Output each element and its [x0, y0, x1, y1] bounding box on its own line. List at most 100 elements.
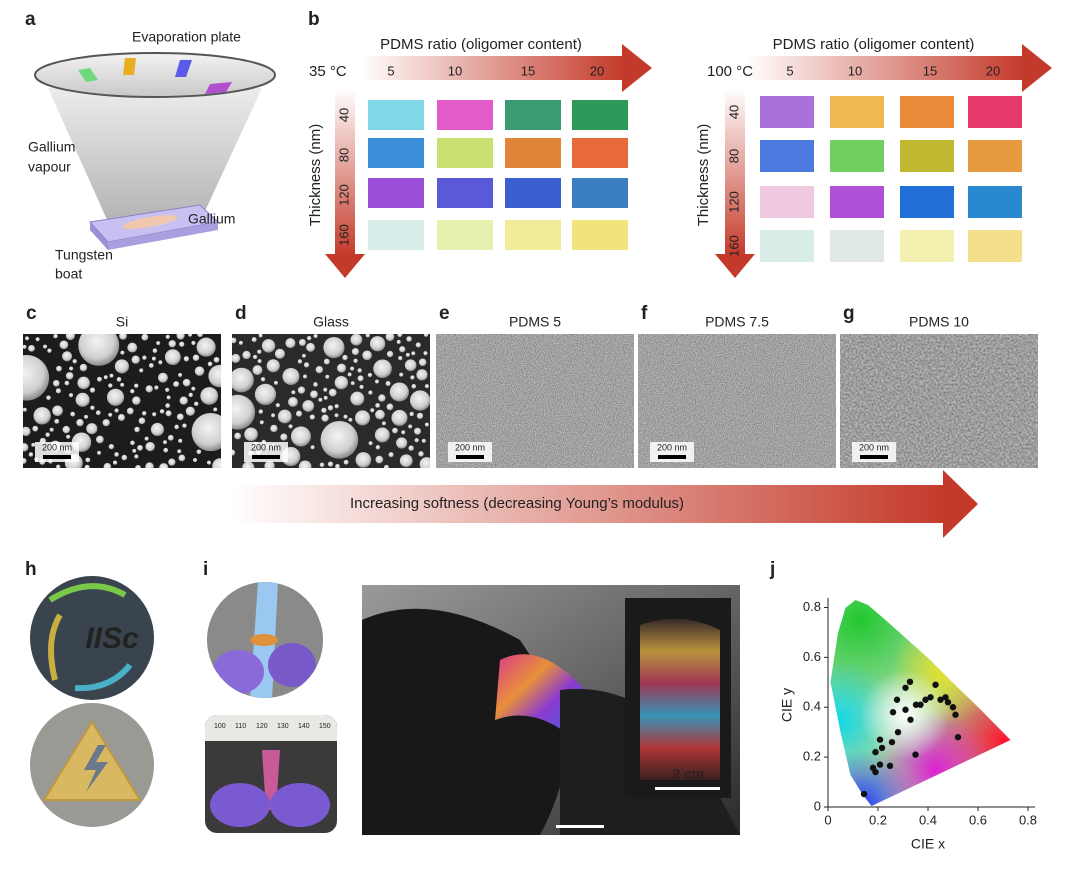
- thickness-title: Thickness (nm): [307, 124, 324, 227]
- droplet: [334, 375, 349, 390]
- droplet: [90, 405, 95, 411]
- droplet: [303, 362, 310, 368]
- droplet: [396, 339, 401, 344]
- droplet: [168, 458, 176, 466]
- droplet: [424, 422, 429, 427]
- thickness-arrow: [725, 88, 745, 256]
- droplet: [306, 342, 316, 352]
- droplet: [120, 382, 125, 387]
- data-point: [872, 748, 879, 756]
- droplet: [285, 338, 296, 349]
- boat-label: boat: [55, 266, 82, 282]
- droplet: [315, 366, 324, 374]
- droplet: [238, 340, 243, 345]
- droplet: [351, 348, 360, 356]
- boat-label: Tungsten: [55, 247, 113, 263]
- droplet: [154, 385, 159, 390]
- droplet: [365, 334, 370, 338]
- color-swatch: [505, 100, 561, 130]
- panel-label: b: [308, 9, 320, 30]
- droplet: [337, 363, 347, 373]
- droplet: [419, 457, 430, 468]
- data-point: [949, 704, 957, 711]
- droplet: [121, 454, 128, 461]
- droplet: [72, 359, 77, 364]
- droplet: [318, 397, 323, 402]
- droplet: [151, 356, 156, 361]
- droplet: [375, 445, 381, 450]
- droplet: [288, 397, 298, 407]
- data-point: [860, 790, 868, 798]
- logo-text: IISc: [85, 622, 139, 655]
- droplet: [145, 462, 154, 468]
- droplet: [389, 382, 409, 402]
- droplet: [398, 355, 403, 361]
- droplet: [167, 434, 174, 441]
- droplet: [23, 457, 27, 464]
- droplet: [313, 334, 318, 339]
- droplet: [273, 380, 278, 385]
- droplet: [131, 355, 140, 364]
- droplet: [399, 372, 404, 377]
- droplet: [386, 403, 394, 411]
- color-swatch: [968, 96, 1022, 128]
- color-swatch: [368, 100, 424, 130]
- droplet: [54, 418, 60, 424]
- droplet: [56, 464, 61, 468]
- droplet: [373, 359, 392, 378]
- droplet: [108, 412, 113, 417]
- panel-label: j: [769, 559, 775, 580]
- droplet: [66, 434, 71, 439]
- droplet: [414, 427, 422, 435]
- panel-label: d: [235, 303, 247, 324]
- droplet: [150, 422, 164, 437]
- color-swatch: [968, 186, 1022, 218]
- droplet: [134, 383, 139, 388]
- droplet: [23, 344, 27, 349]
- ratio-arrow: [360, 56, 624, 80]
- droplet: [193, 401, 199, 407]
- droplet: [388, 452, 394, 458]
- droplet: [163, 447, 169, 453]
- droplet: [65, 372, 74, 380]
- color-swatch: [368, 220, 424, 250]
- droplet: [397, 334, 403, 338]
- data-point: [902, 706, 909, 713]
- droplet: [343, 459, 349, 465]
- droplet: [95, 410, 101, 416]
- droplet: [142, 411, 147, 416]
- droplet: [410, 375, 415, 380]
- temperature-label: 35 °C: [309, 63, 347, 80]
- color-swatch: [505, 220, 561, 250]
- droplet: [159, 463, 169, 468]
- data-point: [876, 736, 884, 743]
- data-point: [922, 696, 929, 703]
- droplet: [334, 404, 339, 409]
- droplet: [242, 350, 251, 360]
- droplet: [120, 350, 125, 355]
- color-swatch: [572, 100, 628, 130]
- droplet: [183, 356, 190, 362]
- droplet: [166, 395, 171, 400]
- droplet: [213, 407, 218, 412]
- color-swatch: [437, 138, 493, 168]
- softness-label: Increasing softness (decreasing Young’s …: [350, 495, 684, 512]
- droplet: [232, 394, 256, 430]
- droplet: [23, 443, 29, 452]
- droplet: [144, 436, 149, 441]
- panel-label: c: [26, 303, 37, 324]
- droplet: [260, 377, 266, 382]
- scale-label: 200 nm: [455, 442, 485, 452]
- thickness-label: 40: [336, 108, 351, 122]
- thickness-label: 120: [726, 191, 741, 213]
- droplet: [362, 350, 372, 361]
- droplet: [152, 412, 157, 417]
- thickness-label: 160: [336, 224, 351, 246]
- panel-label: i: [203, 559, 208, 580]
- color-swatch: [760, 140, 814, 172]
- droplet: [334, 413, 339, 418]
- droplet: [52, 405, 63, 417]
- y-tick-label: 0.8: [803, 599, 821, 614]
- x-tick-label: 0.2: [869, 812, 887, 827]
